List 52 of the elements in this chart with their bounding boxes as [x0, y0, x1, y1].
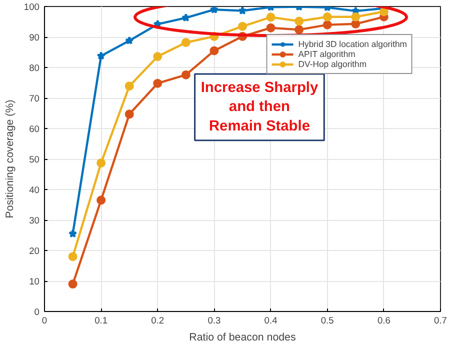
point — [322, 20, 332, 30]
legend-label: DV-Hop algorithm — [298, 59, 367, 69]
point — [266, 23, 276, 32]
legend-label: Hybrid 3D location algorithm — [298, 39, 407, 49]
legend-label: APIT algorithm — [298, 49, 356, 59]
y-tick-label: 0 — [34, 307, 40, 317]
y-axis-title: Positioning coverage (%) — [4, 100, 16, 218]
point — [181, 38, 190, 47]
point — [238, 22, 247, 31]
point — [379, 7, 388, 16]
point — [124, 110, 134, 119]
point — [294, 25, 304, 34]
y-tick-label: 30 — [29, 216, 40, 226]
point — [68, 229, 78, 238]
x-tick-label: 0.1 — [94, 316, 108, 326]
point — [96, 196, 106, 205]
point — [322, 12, 332, 22]
x-tick-label: 0.2 — [151, 316, 164, 326]
point — [125, 36, 134, 44]
point — [124, 82, 134, 91]
point — [182, 13, 190, 22]
y-tick-label: 10 — [29, 276, 40, 286]
y-tick-label: 70 — [29, 94, 40, 104]
y-tick-label: 50 — [29, 154, 40, 164]
point — [210, 6, 219, 14]
x-tick-label: 0.5 — [320, 316, 334, 326]
annotation: Increase Sharply and then Remain Stable — [200, 80, 319, 134]
x-tick-label: 0.3 — [208, 316, 221, 326]
point — [238, 6, 247, 15]
x-axis-title: Ratio of beacon nodes — [189, 332, 296, 344]
point — [96, 51, 106, 60]
point — [68, 252, 78, 262]
point — [266, 12, 276, 22]
point — [181, 70, 190, 80]
x-tick-label: 0.6 — [377, 316, 390, 326]
x-tick-label: 0.7 — [434, 316, 447, 326]
point — [294, 16, 304, 26]
y-tick-label: 80 — [29, 63, 40, 73]
point — [351, 12, 360, 22]
point — [351, 19, 360, 28]
y-tick-label: 100 — [24, 2, 40, 12]
y-tick-label: 90 — [29, 32, 40, 42]
y-tick-label: 20 — [29, 246, 40, 256]
point — [153, 78, 162, 88]
point — [96, 158, 106, 168]
y-tick-label: 60 — [29, 124, 40, 134]
point — [68, 280, 78, 289]
point — [210, 46, 219, 56]
y-tick-label: 40 — [29, 185, 40, 195]
x-tick-label: 0 — [42, 316, 48, 326]
x-tick-label: 0.4 — [264, 316, 278, 326]
point — [153, 52, 162, 62]
